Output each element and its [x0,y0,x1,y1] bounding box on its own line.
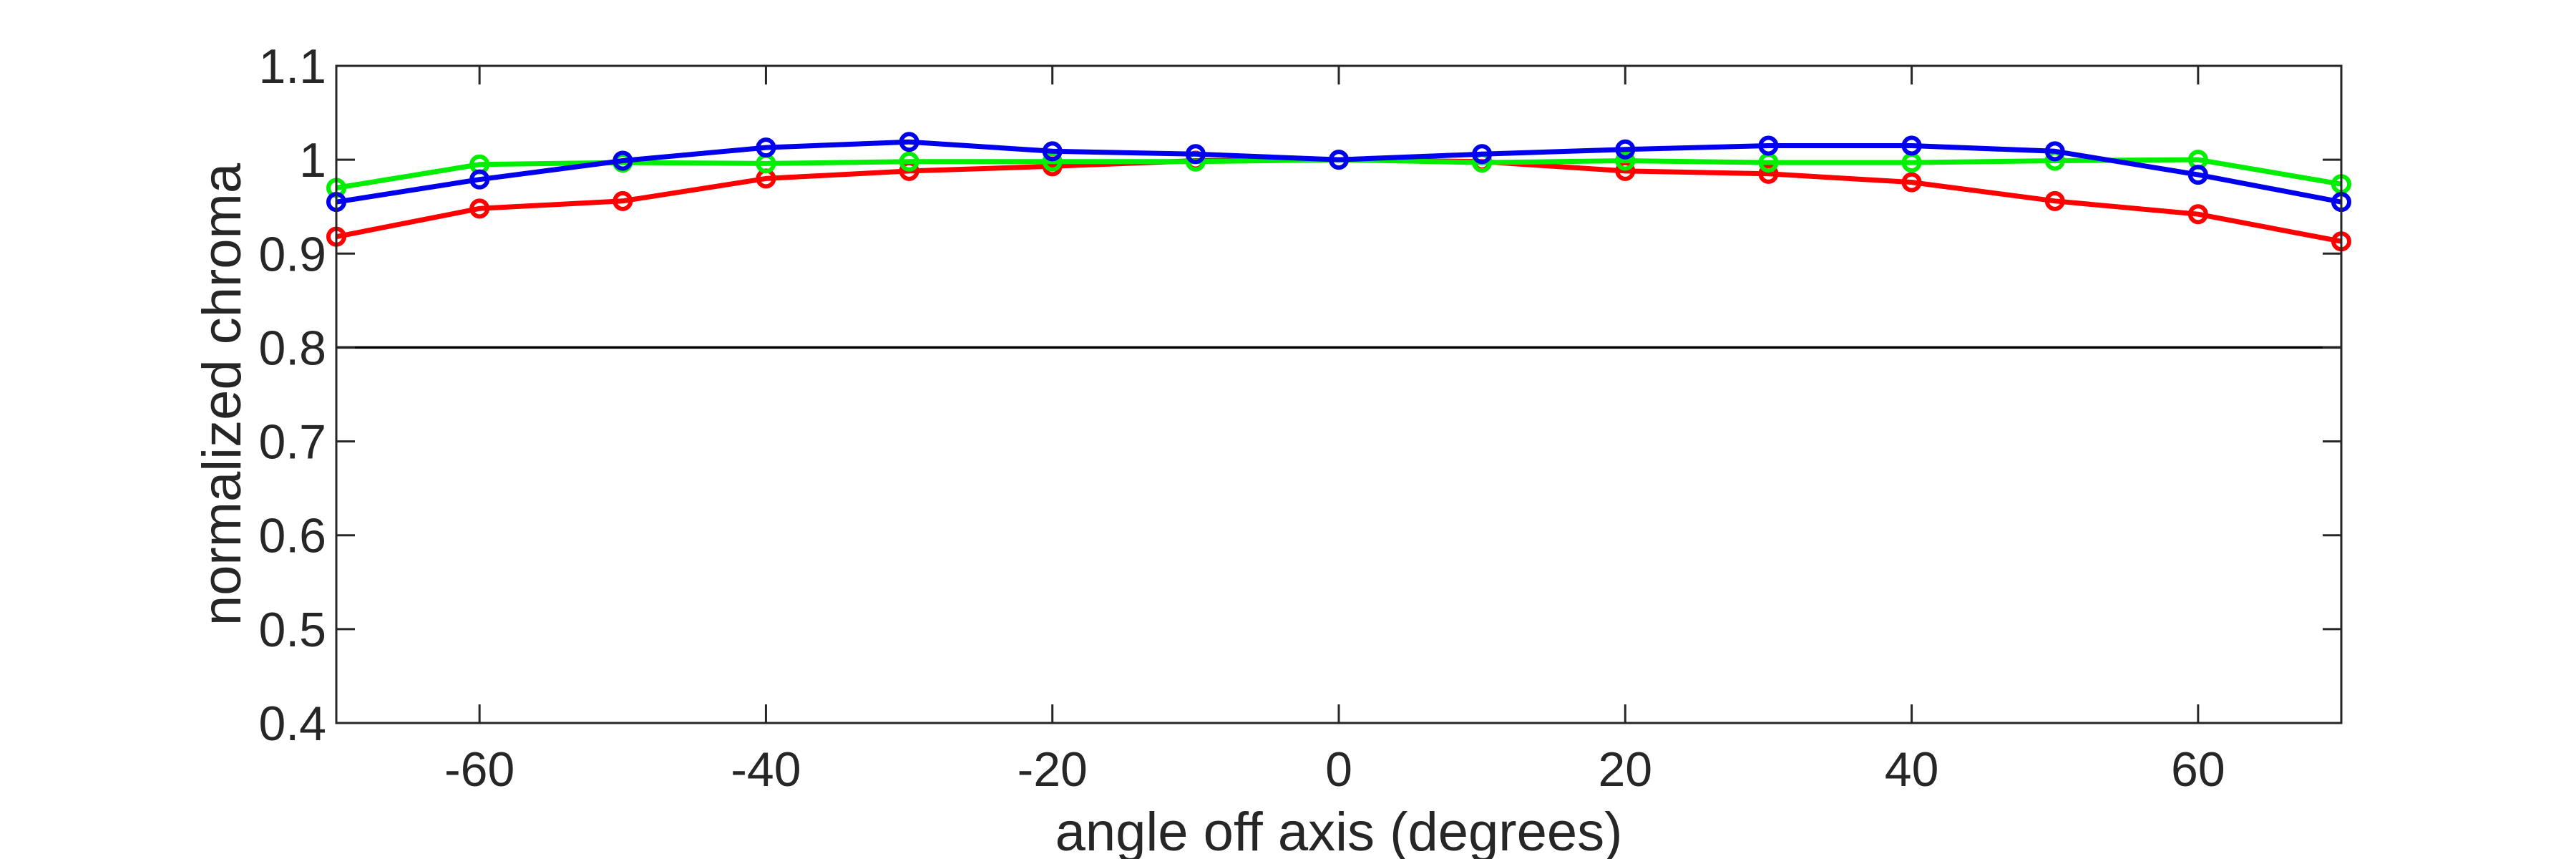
y-tick-label: 0.9 [258,227,326,281]
data-point [1472,144,1493,165]
data-point [1901,172,1922,193]
x-tick-label: 0 [1325,742,1352,797]
data-point [2187,204,2208,225]
data-point [899,151,919,172]
data-point [1329,150,1349,170]
data-point [1758,163,1779,184]
data-point [1615,139,1636,160]
data-point [469,198,490,219]
y-tick-label: 0.7 [258,415,326,470]
data-point [2187,165,2208,185]
x-tick-label: 40 [1885,742,1939,797]
data-point [613,190,633,211]
data-point [756,137,776,158]
data-point [1615,150,1636,171]
x-tick-label: 20 [1598,742,1652,797]
series-layer [326,132,2351,252]
data-point [1758,135,1779,156]
y-axis-ticks: 0.4 0.5 0.6 0.7 0.8 0.9 1 1.1 [258,39,2341,751]
y-axis-label: normalized chroma [192,162,253,626]
x-tick-label: 60 [2171,742,2225,797]
data-point [2044,141,2065,162]
series-line [336,139,2342,205]
y-tick-label: 1 [299,133,326,188]
y-tick-label: 0.8 [258,321,326,375]
plot-area [336,66,2341,723]
y-tick-label: 0.4 [258,697,326,751]
y-tick-label: 1.1 [258,39,326,94]
x-tick-label: -40 [731,742,801,797]
data-point [1185,144,1206,165]
data-point [469,169,490,190]
y-tick-label: 0.6 [258,509,326,563]
data-point [899,132,919,152]
x-tick-label: -60 [444,742,514,797]
x-tick-label: -20 [1018,742,1088,797]
data-point [1042,141,1063,162]
data-point [1901,135,1922,156]
data-point [613,150,633,171]
x-axis-label: angle off axis (degrees) [1055,802,1623,859]
x-axis-ticks: -60 -40 -20 0 20 40 60 [444,66,2225,797]
y-tick-label: 0.5 [258,603,326,657]
series-2 [326,132,2351,213]
plot-background [336,66,2341,723]
data-point [2044,190,2065,211]
